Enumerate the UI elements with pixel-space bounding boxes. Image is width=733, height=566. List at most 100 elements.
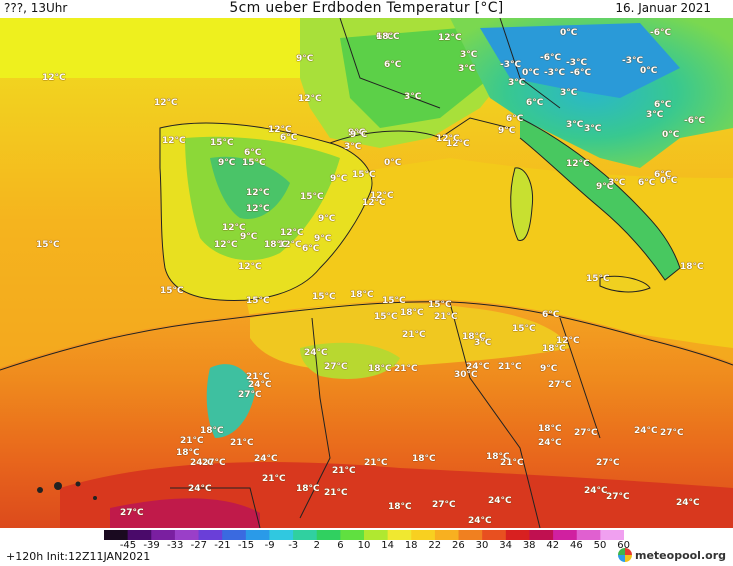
temperature-label: 15°C [312,292,336,302]
meteopool-logo[interactable]: meteopool.org [618,547,726,563]
corsica-coastline [510,167,534,242]
logo-icon [618,548,632,562]
temperature-label: 3°C [608,178,626,188]
color-bar-segment [411,530,436,540]
temperature-label: 12°C [370,191,394,201]
temperature-label: 9°C [350,130,368,140]
country-border [339,18,441,109]
iberia-coastline [159,122,373,301]
temperature-label: 15°C [36,240,60,250]
color-bar-segment [505,530,530,540]
temperature-label: 6°C [302,244,320,254]
temperature-label: 12°C [42,73,66,83]
temperature-label: 12°C [246,204,270,214]
temperature-label: 24°C [584,486,608,496]
temperature-label: 3°C [460,50,478,60]
temperature-label: 6°C [506,114,524,124]
temperature-label: 18°C [376,32,400,42]
temperature-label: 18°C [412,454,436,464]
legend-tick: 60 [617,540,630,551]
temperature-label: -6°C [650,28,672,38]
temperature-label: 18°C [400,308,424,318]
temperature-label: 12°C [162,136,186,146]
temperature-label: 27°C [432,500,456,510]
temperature-label: 15°C [512,324,536,334]
temperature-label: 27°C [596,458,620,468]
color-bar-segment [293,530,318,540]
map-header: ???, 13Uhr 5cm ueber Erdboden Temperatur… [0,0,733,18]
temperature-label: 21°C [332,466,356,476]
legend-tick: -45 [119,540,137,551]
temperature-label: 21°C [394,364,418,374]
legend-tick: 26 [452,540,465,551]
canary-island [75,481,81,487]
temperature-label: 12°C [246,188,270,198]
temperature-label: 18°C [542,344,566,354]
temperature-label: 18°C [200,426,224,436]
run-label: ???, 13Uhr [4,1,68,15]
legend-tick: 30 [475,540,489,551]
temperature-label: 18°C [388,502,412,512]
africa-coastline [0,301,733,371]
temperature-label: 9°C [348,128,366,138]
temperature-label: 3°C [458,64,476,74]
temperature-label: 21°C [324,488,348,498]
temperature-label: -6°C [570,68,592,78]
temperature-label: 15°C [300,192,324,202]
legend-tick: 46 [570,540,583,551]
temperature-label: 15°C [210,138,234,148]
color-bar-segment [553,530,578,540]
temperature-label: 24°C [676,498,700,508]
color-bar-segment [269,530,294,540]
temperature-label: -3°C [566,58,588,68]
corsica-sardinia [510,167,533,241]
color-bar-segment [434,530,460,540]
temperature-label: 27°C [548,380,572,390]
temperature-label: 15°C [586,274,610,284]
atlas-green [300,342,400,379]
valid-date: 16. Januar 2021 [615,1,711,15]
temperature-label: 15°C [382,296,406,306]
temperature-label: 24°C [254,454,278,464]
temperature-label: 24°C [488,496,512,506]
color-legend: -45 -39 -33 -27 -21 -15 -9 -3 2 6 10 14 18 22 26 30 34 38… [0,528,733,566]
temperature-label: 18°C [680,262,704,272]
legend-tick: -3 [288,540,299,551]
legend-tick: 14 [381,540,394,551]
temperature-label: 3°C [474,338,492,348]
temperature-label: 27°C [574,428,598,438]
sahara-hotter [110,498,260,528]
temperature-label: 27°C [324,362,348,372]
temperature-label: 12°C [154,98,178,108]
legend-tick: 6 [337,540,344,551]
temperature-label: 3°C [404,92,422,102]
temperature-label: 27°C [606,492,630,502]
temperature-label: 9°C [330,174,348,184]
temperature-label: 27°C [660,428,684,438]
temperature-label: 12°C [298,94,322,104]
temperature-label: 21°C [262,474,286,484]
temperature-label: 9°C [596,182,614,192]
temperature-label: 12°C [268,125,292,135]
color-bar-segment [340,530,365,540]
color-bar [104,530,624,540]
temperature-label: 6°C [638,178,656,188]
temperature-label: 9°C [540,364,558,374]
temperature-label: 24°C [538,438,562,448]
init-label: +120h Init:12Z11JAN2021 [6,550,151,563]
temperature-label: 6°C [654,100,672,110]
morocco-cold [206,364,255,438]
color-bar-segment [198,530,223,540]
temperature-label: 15°C [160,286,184,296]
temperature-label: 3°C [646,110,664,120]
temperature-label: 12°C [446,139,470,149]
color-bar-segment [576,530,601,540]
country-border [499,18,561,109]
country-border [559,317,601,439]
temperature-label: 18°C [462,332,486,342]
temperature-label: 0°C [384,158,402,168]
legend-tick: 38 [522,540,536,551]
temperature-label: 21°C [246,372,270,382]
legend-tick: 42 [546,540,560,551]
france-coastline [329,117,511,144]
